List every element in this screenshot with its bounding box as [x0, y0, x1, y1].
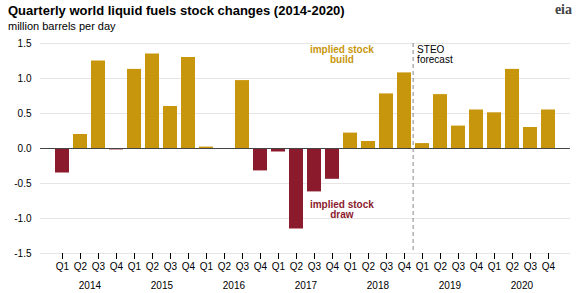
- svg-text:Q3: Q3: [92, 261, 106, 272]
- svg-text:Q3: Q3: [380, 261, 394, 272]
- svg-text:Q1: Q1: [416, 261, 430, 272]
- svg-text:Q3: Q3: [524, 261, 538, 272]
- svg-text:Q3: Q3: [308, 261, 322, 272]
- svg-text:Q4: Q4: [326, 261, 340, 272]
- svg-text:2017: 2017: [295, 280, 318, 291]
- svg-text:Q3: Q3: [452, 261, 466, 272]
- svg-text:Q2: Q2: [146, 261, 160, 272]
- svg-text:-1.0: -1.0: [14, 213, 32, 224]
- svg-text:Q4: Q4: [182, 261, 196, 272]
- svg-text:1.5: 1.5: [18, 38, 32, 49]
- svg-text:Q4: Q4: [542, 261, 556, 272]
- svg-text:Q2: Q2: [290, 261, 304, 272]
- svg-text:implied stockdraw: implied stockdraw: [310, 199, 374, 220]
- svg-text:Q1: Q1: [272, 261, 286, 272]
- svg-text:Q1: Q1: [56, 261, 70, 272]
- svg-text:2014: 2014: [79, 280, 102, 291]
- svg-text:Q1: Q1: [200, 261, 214, 272]
- svg-text:Q2: Q2: [434, 261, 448, 272]
- svg-text:Q2: Q2: [506, 261, 520, 272]
- svg-text:Q1: Q1: [488, 261, 502, 272]
- svg-text:2015: 2015: [151, 280, 174, 291]
- svg-text:-1.5: -1.5: [14, 248, 32, 259]
- svg-text:STEOforecast: STEOforecast: [417, 44, 453, 65]
- svg-text:1.0: 1.0: [18, 73, 32, 84]
- html-text:Quarterly world liquid fuels s: Quarterly world liquid fuels stock chang…: [8, 3, 345, 18]
- svg-text:2016: 2016: [223, 280, 246, 291]
- svg-text:Q3: Q3: [236, 261, 250, 272]
- html-text:million barrels per day: million barrels per day: [8, 20, 116, 32]
- svg-text:2018: 2018: [367, 280, 390, 291]
- svg-text:Q1: Q1: [344, 261, 358, 272]
- svg-text:2019: 2019: [439, 280, 462, 291]
- svg-text:Q2: Q2: [362, 261, 376, 272]
- svg-text:0.0: 0.0: [18, 143, 32, 154]
- svg-text:implied stockbuild: implied stockbuild: [310, 44, 374, 65]
- svg-text:Q4: Q4: [398, 261, 412, 272]
- svg-text:-0.5: -0.5: [14, 178, 32, 189]
- svg-text:Q1: Q1: [128, 261, 142, 272]
- svg-text:Q2: Q2: [74, 261, 88, 272]
- svg-text:Q4: Q4: [470, 261, 484, 272]
- svg-text:Q2: Q2: [218, 261, 232, 272]
- svg-text:Q3: Q3: [164, 261, 178, 272]
- svg-text:Q4: Q4: [254, 261, 268, 272]
- svg-text:Q4: Q4: [110, 261, 124, 272]
- svg-text:2020: 2020: [511, 280, 534, 291]
- svg-text:0.5: 0.5: [18, 108, 32, 119]
- html-text:eia: eia: [554, 2, 572, 17]
